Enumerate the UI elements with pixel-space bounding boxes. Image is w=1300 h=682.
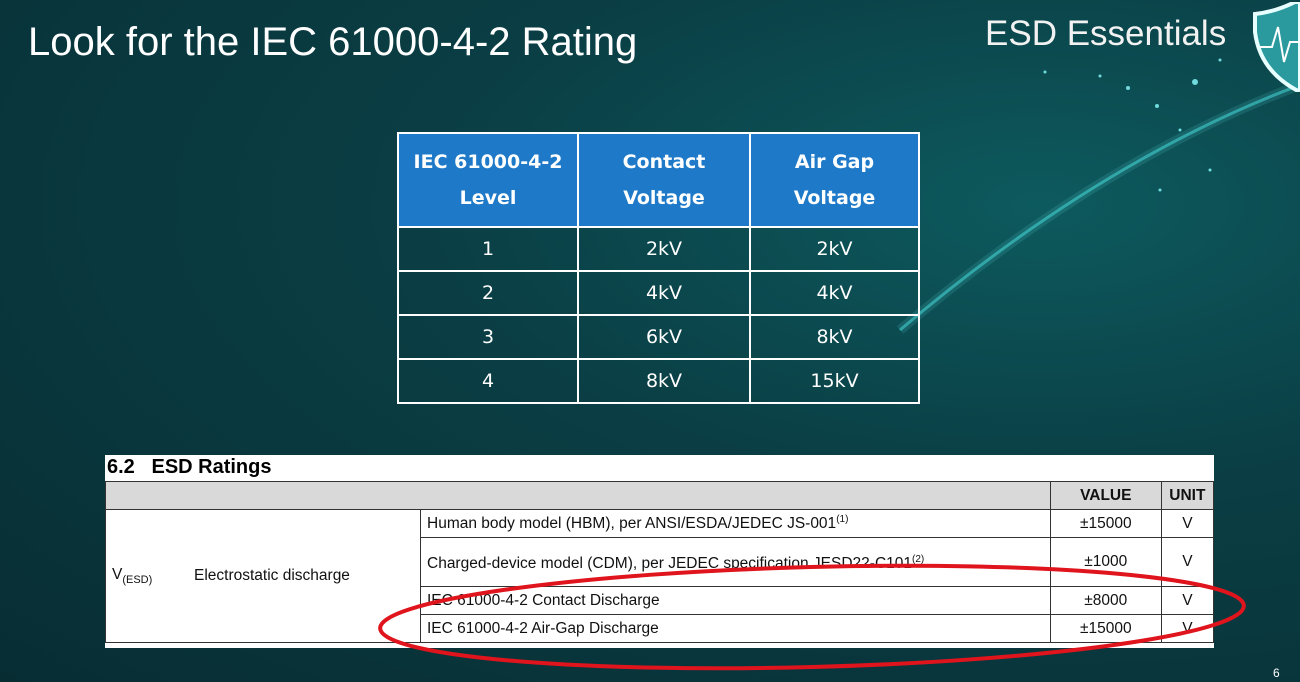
air-gap-cell: 15kV <box>749 358 920 404</box>
table-row: 4 8kV 15kV <box>397 358 920 404</box>
iec-level-table: IEC 61000-4-2 Level Contact Voltage Air Ga… <box>397 132 920 404</box>
unit-cell: V <box>1160 537 1215 587</box>
table-row: V(ESD) Electrostatic discharge Human bod… <box>105 509 1215 643</box>
level-cell: 1 <box>397 226 579 272</box>
value-cell: ±1000 <box>1049 537 1162 587</box>
table-row: 1 2kV 2kV <box>397 226 920 272</box>
condition-cell: IEC 61000-4-2 Contact Discharge <box>420 586 1051 615</box>
table-row: 3 6kV 8kV <box>397 314 920 360</box>
contact-cell: 2kV <box>577 226 751 272</box>
header-value: VALUE <box>1049 481 1162 510</box>
air-gap-cell: 4kV <box>749 270 920 316</box>
esd-ratings-excerpt: 6.2 ESD Ratings VALUE UNIT V(ESD) Electr… <box>105 455 1215 648</box>
table-header-row: IEC 61000-4-2 Level Contact Voltage Air Ga… <box>397 132 920 228</box>
section-title: 6.2 ESD Ratings <box>107 456 272 478</box>
table-header-row: VALUE UNIT <box>105 481 1215 510</box>
unit-cell: V <box>1160 509 1215 538</box>
value-cell: ±8000 <box>1049 586 1162 615</box>
condition-cell: Charged-device model (CDM), per JEDEC sp… <box>420 537 1051 587</box>
unit-cell: V <box>1160 586 1215 615</box>
contact-cell: 4kV <box>577 270 751 316</box>
value-cell: ±15000 <box>1049 509 1162 538</box>
header-level: IEC 61000-4-2 Level <box>397 132 579 228</box>
condition-cell: IEC 61000-4-2 Air-Gap Discharge <box>420 614 1051 643</box>
page-number: 6 <box>1273 666 1280 680</box>
parameter-cell: Electrostatic discharge <box>188 509 421 643</box>
header-unit: UNIT <box>1160 481 1215 510</box>
contact-cell: 8kV <box>577 358 751 404</box>
condition-cell: Human body model (HBM), per ANSI/ESDA/JE… <box>420 509 1051 538</box>
level-cell: 3 <box>397 314 579 360</box>
slide-title: Look for the IEC 61000-4-2 Rating <box>28 20 638 64</box>
contact-cell: 6kV <box>577 314 751 360</box>
level-cell: 4 <box>397 358 579 404</box>
header-contact-voltage: Contact Voltage <box>577 132 751 228</box>
air-gap-cell: 2kV <box>749 226 920 272</box>
level-cell: 2 <box>397 270 579 316</box>
brand-name: ESD Essentials <box>985 14 1227 53</box>
shield-heartbeat-icon <box>1253 2 1300 92</box>
air-gap-cell: 8kV <box>749 314 920 360</box>
esd-ratings-table: VALUE UNIT V(ESD) Electrostatic discharg… <box>105 481 1215 643</box>
table-row: 2 4kV 4kV <box>397 270 920 316</box>
symbol-cell: V(ESD) <box>105 509 188 643</box>
unit-cell: V <box>1160 614 1215 643</box>
value-cell: ±15000 <box>1049 614 1162 643</box>
header-air-gap-voltage: Air Gap Voltage <box>749 132 920 228</box>
